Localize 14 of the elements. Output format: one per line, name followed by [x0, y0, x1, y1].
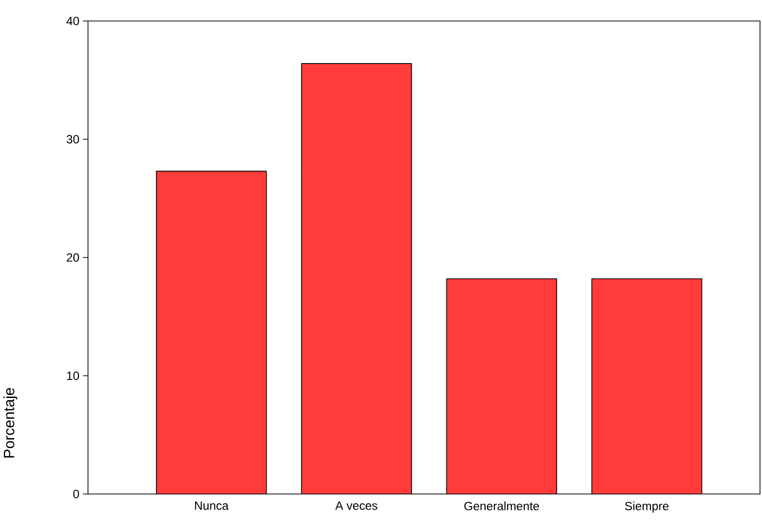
y-axis-title: Porcentaje [3, 388, 18, 458]
y-tick-label: 30 [66, 135, 80, 144]
bar [156, 170, 267, 494]
y-tick-label: 40 [66, 16, 80, 26]
x-tick-label: Generalmente [464, 502, 539, 510]
bar [302, 64, 412, 494]
x-tick-label: Nunca [195, 502, 229, 510]
x-tick-label: Siempre [625, 502, 669, 513]
y-tick-label: 0 [73, 490, 80, 498]
y-tick-label: 10 [67, 372, 80, 380]
x-tick-label: A veces [335, 502, 378, 510]
bar [446, 278, 558, 494]
bar [591, 278, 702, 494]
y-tick-label: 20 [66, 253, 80, 262]
